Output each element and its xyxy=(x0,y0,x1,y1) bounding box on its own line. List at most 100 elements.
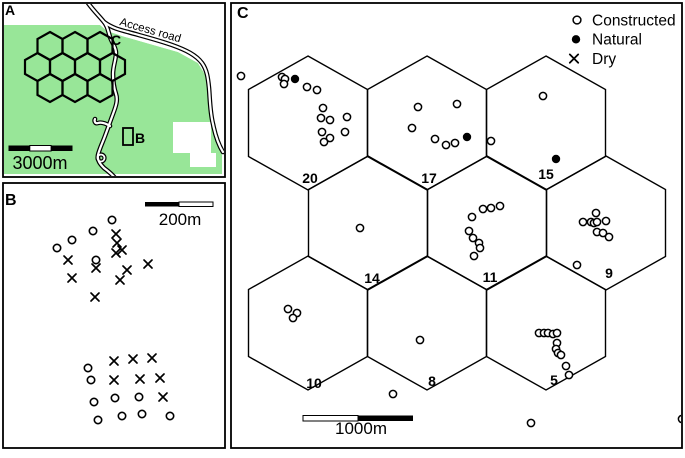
constructed-pond-marker xyxy=(302,82,312,92)
road-loop xyxy=(96,153,106,163)
constructed-pond-marker xyxy=(495,201,505,211)
constructed-pond-marker xyxy=(561,361,571,371)
dry-pond-marker xyxy=(63,255,73,265)
constructed-legend-icon xyxy=(572,15,582,25)
constructed-pond-marker xyxy=(91,255,101,265)
scalebar-b-label: 200m xyxy=(159,210,202,229)
dry-pond-marker xyxy=(115,275,125,285)
hexagon-number-5: 5 xyxy=(550,372,558,388)
dry-pond-marker xyxy=(67,273,77,283)
dry-pond-marker xyxy=(91,263,101,273)
dry-pond-marker xyxy=(109,375,119,385)
panel-c-letter: C xyxy=(237,5,249,22)
constructed-pond-marker xyxy=(86,375,96,385)
scalebar-segment xyxy=(51,145,73,151)
constructed-pond-marker xyxy=(441,140,451,150)
constructed-pond-marker xyxy=(279,79,289,89)
dry-pond-marker xyxy=(158,392,168,402)
constructed-pond-marker xyxy=(107,215,117,225)
constructed-pond-marker xyxy=(526,418,536,428)
road-surface xyxy=(93,117,112,128)
constructed-pond-marker xyxy=(538,91,548,101)
natural-pond-marker xyxy=(290,74,300,84)
panel-a-letter: A xyxy=(5,2,15,18)
clearing-area xyxy=(190,153,216,167)
scalebar-segment xyxy=(358,415,413,421)
panel-c-border xyxy=(230,2,683,449)
constructed-pond-marker xyxy=(598,228,608,238)
dry-pond-marker xyxy=(109,356,119,366)
survey-hexagon-8 xyxy=(366,255,488,391)
constructed-pond-marker xyxy=(430,134,440,144)
constructed-pond-marker xyxy=(677,414,681,424)
scalebar-c-label: 1000m xyxy=(335,419,387,438)
constructed-pond-marker xyxy=(556,350,566,360)
constructed-pond-marker xyxy=(134,392,144,402)
constructed-pond-marker xyxy=(564,370,574,380)
constructed-pond-marker xyxy=(117,411,127,421)
hexagon-number-8: 8 xyxy=(428,373,436,389)
natural-pond-marker xyxy=(462,132,472,142)
hexagon-number-11: 11 xyxy=(483,269,498,285)
constructed-pond-marker xyxy=(578,217,588,227)
constructed-pond-marker xyxy=(316,113,326,123)
dry-pond-marker xyxy=(112,238,122,248)
clearing-area xyxy=(173,122,211,153)
natural-pond-marker xyxy=(551,154,561,164)
constructed-pond-marker xyxy=(340,127,350,137)
forest-area xyxy=(4,25,222,174)
constructed-pond-marker xyxy=(83,363,93,373)
constructed-pond-marker xyxy=(450,138,460,148)
constructed-pond-marker xyxy=(88,226,98,236)
hexagon-number-9: 9 xyxy=(605,265,613,281)
scalebar-segment xyxy=(29,145,52,152)
constructed-pond-marker xyxy=(288,313,298,323)
constructed-pond-marker xyxy=(415,335,425,345)
natural-legend-icon xyxy=(571,35,581,44)
panel-b-map: 200m B xyxy=(5,192,214,425)
dry-pond-marker xyxy=(117,245,127,255)
constructed-pond-marker xyxy=(464,226,474,236)
dry-legend-icon xyxy=(568,53,580,64)
dry-pond-marker xyxy=(135,374,145,384)
dry-pond-marker xyxy=(143,259,153,269)
site-b-outline xyxy=(122,127,134,146)
scalebar-segment xyxy=(178,201,214,207)
panel-b-border xyxy=(2,182,226,449)
dry-pond-marker xyxy=(155,373,165,383)
constructed-pond-marker xyxy=(67,235,77,245)
constructed-pond-marker xyxy=(407,123,417,133)
constructed-pond-marker xyxy=(478,204,488,214)
constructed-pond-marker xyxy=(592,217,602,227)
constructed-pond-marker xyxy=(93,415,103,425)
constructed-pond-marker xyxy=(452,99,462,109)
survey-hexagon-5 xyxy=(485,255,607,391)
panel-c-map: 20 17 15 14 11 9 10 8 5 Constructed Natural Dry 1000… xyxy=(236,5,681,438)
dry-pond-marker xyxy=(128,354,138,364)
site-c-label: C xyxy=(111,32,121,48)
scalebar-a-label: 3000m xyxy=(12,153,67,173)
constructed-pond-marker xyxy=(604,232,614,242)
dry-pond-marker xyxy=(111,248,121,258)
constructed-pond-marker xyxy=(552,328,562,338)
dry-pond-marker xyxy=(90,292,100,302)
constructed-pond-marker xyxy=(236,71,246,81)
dry-pond-marker xyxy=(147,353,157,363)
constructed-pond-marker xyxy=(318,103,328,113)
legend: Constructed Natural Dry xyxy=(568,12,676,68)
hexagon-number-14: 14 xyxy=(364,270,380,286)
constructed-pond-marker xyxy=(486,136,496,146)
constructed-pond-marker xyxy=(110,393,120,403)
constructed-pond-marker xyxy=(137,409,147,419)
grid-hexagon xyxy=(86,72,114,104)
panel-a-border xyxy=(2,2,226,178)
constructed-pond-marker xyxy=(475,243,485,253)
constructed-pond-marker xyxy=(388,389,398,399)
site-b-label: B xyxy=(135,130,145,146)
legend-label-constructed: Constructed xyxy=(592,12,676,29)
constructed-pond-marker xyxy=(283,304,293,314)
survey-hexagon-10 xyxy=(247,255,369,391)
